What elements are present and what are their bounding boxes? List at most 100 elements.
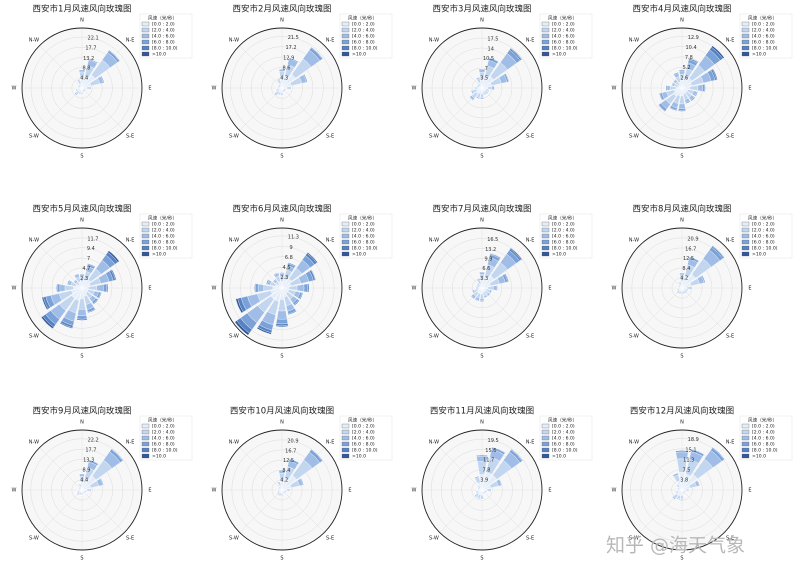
radial-tick-label: 18.9	[688, 437, 699, 443]
wind-bar-segment	[96, 284, 104, 292]
legend-swatch	[741, 447, 750, 453]
plot-border	[221, 227, 343, 349]
legend-swatch	[341, 227, 350, 233]
direction-label: N	[680, 420, 684, 426]
wind-bar-segment	[289, 57, 299, 62]
wind-rose-chart: 3.9 7.8 11.7 15.6 19.5 N N-E E S-E S S-W W N-W 西安市11月…	[412, 406, 593, 562]
wind-bar-segment	[276, 493, 279, 496]
legend-label: [8.0 : 10.0)	[352, 246, 378, 252]
legend-label: >10.0	[752, 52, 766, 58]
wind-rose-chart: 3.8 7.5 11.3 15.1 18.9 N N-E E S-E S S-W W N-W 西安市12月…	[612, 406, 793, 562]
legend-label: [4.0 : 6.0)	[752, 34, 775, 40]
direction-label: N-E	[326, 237, 335, 243]
wind-bar-segment	[477, 489, 480, 491]
wind-bar-segment	[678, 103, 686, 109]
direction-label: S-E	[326, 134, 334, 140]
wind-bar-segment	[87, 263, 96, 267]
wind-bar-segment	[684, 492, 686, 494]
direction-label: W	[212, 86, 217, 92]
radial-tick-label: 11.7	[87, 237, 98, 243]
wind-bar-segment	[676, 291, 679, 294]
legend-label: >10.0	[552, 252, 566, 258]
legend-label: [6.0 : 8.0)	[552, 240, 575, 246]
legend-label: [6.0 : 8.0)	[152, 442, 175, 448]
chart-title: 西安市12月风速风向玫瑰图	[630, 406, 734, 417]
legend-label: >10.0	[152, 454, 166, 460]
legend-label: >10.0	[552, 52, 566, 58]
radial-tick-label: 11.3	[288, 235, 299, 241]
legend-title: 风速（米/秒）	[548, 417, 577, 424]
radial-tick-label: 7.5	[682, 468, 690, 474]
grid-spoke	[39, 87, 83, 131]
wind-bar-segment	[676, 289, 678, 291]
chart-title: 西安市2月风速风向玫瑰图	[233, 4, 332, 15]
legend-swatch	[741, 39, 750, 45]
grid-spoke	[639, 447, 683, 491]
radial-tick-label: 22.2	[88, 438, 99, 444]
legend-label: [8.0 : 10.0)	[152, 46, 178, 52]
wind-bar-segment	[686, 491, 687, 493]
direction-label: N	[280, 218, 284, 224]
legend-swatch	[341, 251, 350, 257]
radial-tick-label: 4.5	[283, 265, 291, 271]
legend-label: [4.0 : 6.0)	[352, 436, 375, 442]
legend-label: [6.0 : 8.0)	[152, 240, 175, 246]
legend-swatch	[541, 39, 550, 45]
wind-bar-segment	[234, 320, 250, 336]
legend-label: [8.0 : 10.0)	[352, 448, 378, 454]
wind-bar-segment	[677, 489, 680, 491]
wind-bar-segment	[78, 486, 80, 488]
wind-bar-segment	[480, 494, 484, 499]
direction-label: S-W	[429, 536, 439, 542]
wind-bar-segment	[84, 492, 86, 494]
radial-tick-label: 4.3	[280, 75, 288, 81]
wind-bar-segment	[474, 475, 479, 478]
legend-swatch	[141, 441, 150, 447]
direction-label: E	[348, 488, 351, 494]
radial-tick-label: 16.7	[685, 246, 696, 252]
wind-bar-segment	[278, 489, 280, 491]
wind-bar-segment	[276, 318, 288, 325]
grid-spoke	[439, 447, 483, 491]
legend-label: [4.0 : 6.0)	[552, 234, 575, 240]
legend-swatch	[341, 51, 350, 57]
legend-label: [0.0 : 2.0)	[552, 222, 575, 228]
wind-bar-segment	[685, 488, 689, 492]
wind-bar-segment	[76, 315, 88, 320]
radial-tick-label: 20.9	[687, 237, 698, 243]
direction-label: N	[80, 218, 84, 224]
legend-label: [0.0 : 2.0)	[152, 222, 175, 228]
legend-swatch	[541, 51, 550, 57]
legend-label: [2.0 : 4.0)	[552, 430, 575, 436]
chart-title: 西安市3月风速风向玫瑰图	[433, 4, 532, 15]
legend-swatch	[541, 227, 550, 233]
direction-label: S-W	[629, 536, 639, 542]
direction-label: N-E	[126, 439, 135, 445]
legend-swatch	[341, 435, 350, 441]
wind-rose-chart: 2.6 5.2 7.8 10.4 12.9 N N-E E S-E S S-W W N-W 西安市4月风速…	[612, 4, 793, 160]
wind-bar-segment	[471, 290, 474, 294]
wind-bar-segment	[505, 273, 510, 282]
legend-label: [0.0 : 2.0)	[152, 22, 175, 28]
legend-title: 风速（米/秒）	[148, 215, 177, 222]
direction-label: N-W	[29, 439, 39, 445]
legend-label: [2.0 : 4.0)	[752, 228, 775, 234]
legend-label: >10.0	[352, 252, 366, 258]
direction-label: S-E	[126, 536, 134, 542]
direction-label: S-W	[229, 334, 239, 340]
wind-bar-segment	[480, 293, 484, 299]
radial-tick-label: 8.6	[283, 65, 291, 71]
legend-label: [2.0 : 4.0)	[752, 28, 775, 34]
radial-tick-label: 17.2	[285, 45, 296, 51]
grid-spoke	[681, 489, 725, 533]
wind-bar-segment	[310, 269, 316, 281]
grid-spoke	[481, 87, 525, 131]
legend-swatch	[341, 39, 350, 45]
direction-label: S-W	[29, 536, 39, 542]
grid-spoke	[481, 489, 525, 533]
wind-bar-segment	[711, 245, 725, 259]
direction-label: S-E	[726, 334, 734, 340]
wind-bar-segment	[41, 316, 54, 329]
wind-bar-segment	[493, 285, 497, 291]
grid-spoke	[639, 245, 683, 289]
